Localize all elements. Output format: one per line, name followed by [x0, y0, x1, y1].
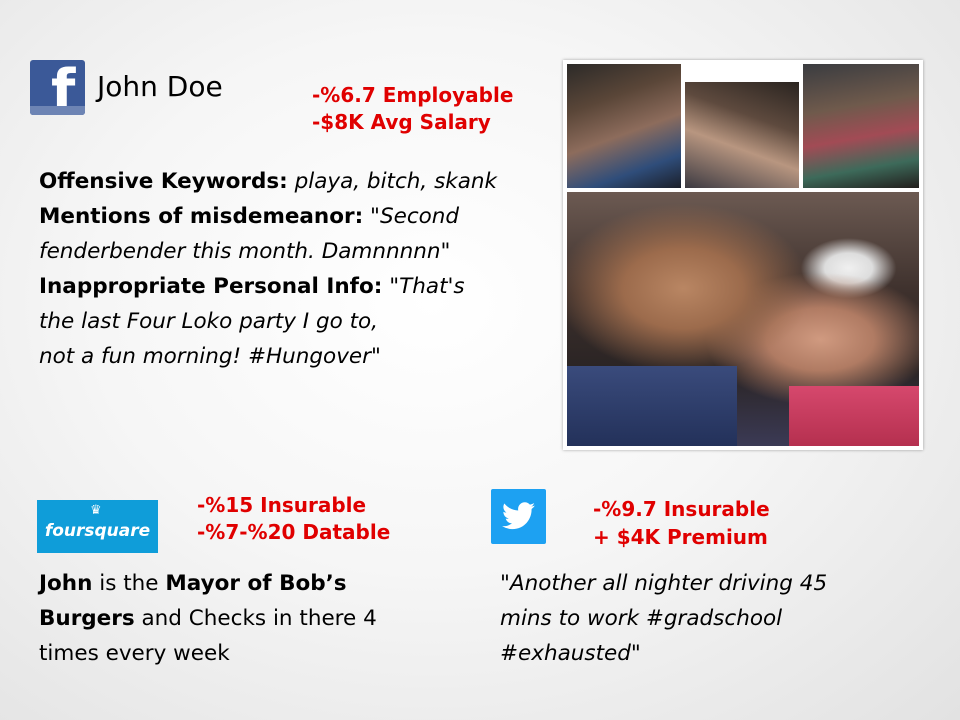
finding-bold: Burgers: [39, 606, 135, 631]
finding-bold: John: [39, 571, 93, 596]
impact-line: -%9.7 Insurable: [593, 497, 770, 521]
tweet-text: "Another all nighter driving 45 mins to …: [500, 566, 920, 671]
tweet-line: #exhausted": [500, 641, 641, 666]
impact-line: -$8K Avg Salary: [312, 110, 491, 134]
impact-line: -%6.7 Employable: [312, 83, 514, 107]
impact-line: + $4K Premium: [593, 525, 768, 549]
finding-label: Mentions of misdemeanor:: [39, 204, 364, 229]
finding-text: times every week: [39, 641, 230, 666]
facebook-impact: -%6.7 Employable -$8K Avg Salary: [312, 82, 513, 136]
impact-line: -%7-%20 Datable: [197, 520, 391, 544]
finding-value: not a fun morning! #Hungover": [39, 344, 381, 369]
finding-value: "Second: [363, 204, 460, 229]
inappropriate-info: Inappropriate Personal Info: "That's: [39, 269, 539, 304]
party-photo: [803, 64, 919, 188]
party-photo: [685, 82, 799, 188]
foursquare-finding: John is the Mayor of Bob’s Burgers and C…: [39, 566, 439, 671]
facebook-logo-icon: f: [30, 60, 85, 115]
finding-text: and Checks in there 4: [134, 606, 377, 631]
finding-label: Offensive Keywords:: [39, 169, 288, 194]
misdemeanor-mentions: Mentions of misdemeanor: "Second: [39, 199, 539, 234]
twitter-impact: -%9.7 Insurable + $4K Premium: [593, 495, 770, 551]
impact-line: -%15 Insurable: [197, 493, 367, 517]
twitter-bird-icon: [491, 489, 546, 544]
finding-bold: Mayor of Bob’s: [165, 571, 347, 596]
finding-value: playa, bitch, skank: [287, 169, 498, 194]
finding-value: the last Four Loko party I go to,: [39, 309, 379, 334]
tweet-line: "Another all nighter driving 45: [500, 571, 828, 596]
party-photo: [567, 64, 681, 188]
tweet-line: mins to work #gradschool: [500, 606, 783, 631]
foursquare-logo-text: foursquare: [44, 521, 151, 541]
offensive-keywords: Offensive Keywords: playa, bitch, skank: [39, 164, 539, 199]
profile-name: John Doe: [97, 70, 223, 103]
foursquare-impact: -%15 Insurable -%7-%20 Datable: [197, 492, 390, 546]
finding-label: Inappropriate Personal Info:: [39, 274, 383, 299]
finding-text: is the: [92, 571, 166, 596]
photo-collage: [563, 60, 923, 450]
finding-value: fenderbender this month. Damnnnnn": [39, 239, 451, 264]
foursquare-logo-icon: ♛ foursquare: [37, 500, 158, 553]
costume-photo: [567, 192, 919, 446]
finding-value: "That's: [382, 274, 465, 299]
facebook-findings: Offensive Keywords: playa, bitch, skank …: [39, 164, 539, 374]
